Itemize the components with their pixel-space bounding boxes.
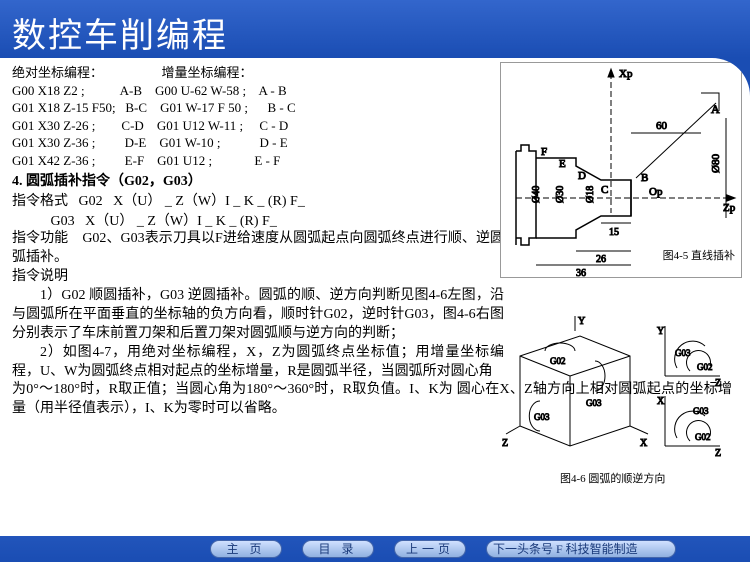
svg-text:Y: Y xyxy=(578,316,585,327)
svg-text:Z: Z xyxy=(715,378,721,389)
section-heading: 4. 圆弧插补指令（G02，G03） xyxy=(12,170,504,190)
footer-nav: 主 页 目 录 上一页 下一头条号 F 科技智能制造 xyxy=(0,536,750,562)
svg-text:Y: Y xyxy=(657,326,664,337)
svg-text:C: C xyxy=(601,184,608,196)
svg-text:60: 60 xyxy=(656,120,668,132)
figure-4-6-caption: 图4-6 圆弧的顺逆方向 xyxy=(560,470,665,486)
svg-text:G03: G03 xyxy=(586,398,602,408)
svg-text:Ø80: Ø80 xyxy=(710,154,722,173)
abs-header: 绝对坐标编程： xyxy=(12,65,103,80)
svg-text:Zp: Zp xyxy=(723,202,736,214)
svg-text:Ø30: Ø30 xyxy=(555,186,566,203)
figure-4-5: Xp Zp Op A B C D E F xyxy=(500,62,742,278)
gcode-table: 绝对坐标编程： 增量坐标编程： G00 X18 Z2 ; A-B G00 U-6… xyxy=(12,64,504,169)
svg-text:F: F xyxy=(541,146,547,158)
code-row: G01 X30 Z-26 ; C-D G01 U12 W-11 ; C - D xyxy=(12,117,504,135)
format-row2: G03 X（U） _ Z（W）I _ K _ (R) F_ xyxy=(12,210,504,230)
prev-button[interactable]: 上一页 xyxy=(394,540,466,558)
svg-text:G02: G02 xyxy=(550,356,566,366)
svg-text:E: E xyxy=(559,158,566,170)
svg-text:15: 15 xyxy=(609,227,619,238)
svg-text:G02: G02 xyxy=(697,362,713,372)
svg-text:Z: Z xyxy=(502,438,508,449)
figure-4-5-caption: 图4-5 直线插补 xyxy=(663,247,735,263)
svg-text:G03: G03 xyxy=(534,412,550,422)
svg-text:B: B xyxy=(641,172,648,184)
svg-text:Ø40: Ø40 xyxy=(531,186,542,203)
svg-text:Z: Z xyxy=(715,448,721,459)
figure-4-6: Y X Z G02 G03 G03 Y Z G03 G02 X Z xyxy=(500,316,742,486)
code-row: G00 X18 Z2 ; A-B G00 U-62 W-58 ; A - B xyxy=(12,82,504,100)
toc-button[interactable]: 目 录 xyxy=(302,540,374,558)
code-row: G01 X18 Z-15 F50; B-C G01 W-17 F 50 ; B … xyxy=(12,99,504,117)
svg-text:Op: Op xyxy=(649,186,663,198)
format-row: 指令格式 G02 X（U） _ Z（W）I _ K _ (R) F_ xyxy=(12,190,504,210)
svg-text:G03: G03 xyxy=(693,406,709,416)
svg-text:D: D xyxy=(578,170,586,182)
desc-label: 指令说明 xyxy=(12,268,504,287)
page-title: 数控车削编程 xyxy=(0,0,750,58)
svg-text:X: X xyxy=(657,396,665,407)
svg-text:G02: G02 xyxy=(695,432,711,442)
svg-text:Ø18: Ø18 xyxy=(585,186,596,203)
svg-text:Xp: Xp xyxy=(619,68,633,80)
func-text: 指令功能 G02、G03表示刀具以F进给速度从圆弧起点向圆弧终点进行顺、逆圆弧插… xyxy=(12,230,504,268)
paragraph-1: 1）G02 顺圆插补，G03 逆圆插补。圆弧的顺、逆方向判断见图4-6左图，沿与… xyxy=(12,287,504,344)
code-row: G01 X30 Z-36 ; D-E G01 W-10 ; D - E xyxy=(12,134,504,152)
next-button[interactable]: 下一头条号 F 科技智能制造 xyxy=(486,540,676,558)
content-area: 绝对坐标编程： 增量坐标编程： G00 X18 Z2 ; A-B G00 U-6… xyxy=(0,58,750,536)
paragraph-2a: 2）如图4-7，用绝对坐标编程，X，Z为圆弧终点坐标值；用增量坐标编程，U、W为… xyxy=(12,344,504,382)
home-button[interactable]: 主 页 xyxy=(210,540,282,558)
svg-text:26: 26 xyxy=(596,254,606,265)
inc-header: 增量坐标编程： xyxy=(162,65,253,80)
svg-text:X: X xyxy=(640,438,648,449)
code-row: G01 X42 Z-36 ; E-F G01 U12 ; E - F xyxy=(12,152,504,170)
svg-text:36: 36 xyxy=(576,268,586,279)
